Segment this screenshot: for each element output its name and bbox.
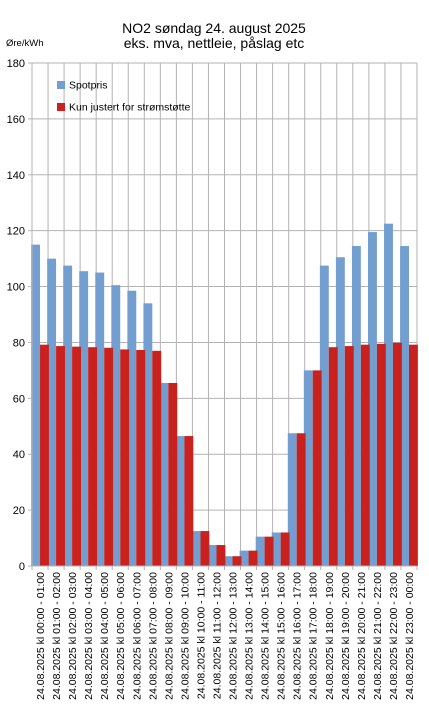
x-category-label: 24.08.2025 kl 04:00 - 05:00	[99, 572, 111, 700]
x-category-label: 24.08.2025 kl 03:00 - 04:00	[83, 572, 95, 700]
bar-series-1-19	[335, 257, 345, 566]
bar-series-1-7	[143, 303, 153, 566]
bar-series-1-16	[287, 433, 297, 566]
bar-series-2-22	[392, 342, 402, 566]
bar-series-2-23	[408, 344, 418, 566]
bar-series-1-6	[127, 290, 137, 566]
y-tick-label: 120	[7, 226, 25, 238]
bar-series-2-21	[376, 343, 386, 566]
x-category-label: 24.08.2025 kl 01:00 - 02:00	[51, 572, 63, 700]
bar-series-1-22	[384, 223, 393, 567]
axes	[28, 62, 418, 570]
bar-series-1-15	[271, 532, 281, 566]
x-category-label: 24.08.2025 kl 17:00 - 18:00	[308, 572, 320, 700]
x-category-label: 24.08.2025 kl 22:00 - 23:00	[388, 572, 400, 700]
bar-series-2-3	[88, 347, 98, 566]
bar-series-2-5	[120, 349, 130, 566]
legend: Spotpris Kun justert for strømstøtte	[57, 80, 191, 114]
y-tick-label: 0	[19, 561, 25, 573]
bars	[31, 223, 418, 567]
bar-series-1-20	[351, 246, 361, 566]
bar-series-1-3	[79, 271, 89, 566]
y-tick-label: 60	[13, 393, 25, 405]
bar-series-2-10	[200, 531, 210, 566]
x-category-label: 24.08.2025 kl 06:00 - 07:00	[131, 572, 143, 700]
legend-label-1: Spotpris	[69, 80, 108, 92]
bar-series-2-11	[216, 545, 226, 566]
bar-series-1-10	[191, 531, 201, 566]
x-category-label: 24.08.2025 kl 00:00 - 01:00	[35, 572, 47, 700]
x-category-label: 24.08.2025 kl 09:00 - 10:00	[179, 572, 191, 700]
x-category-label: 24.08.2025 kl 02:00 - 03:00	[67, 572, 79, 700]
bar-series-1-21	[367, 232, 377, 566]
bar-series-2-18	[328, 347, 338, 566]
x-category-label: 24.08.2025 kl 11:00 - 12:00	[211, 572, 223, 699]
bar-series-1-23	[400, 246, 409, 566]
bar-series-2-9	[184, 436, 194, 566]
x-category-label: 24.08.2025 kl 13:00 - 14:00	[244, 572, 256, 700]
y-tick-label: 100	[7, 282, 25, 294]
bar-series-2-12	[232, 556, 242, 566]
y-tick-label: 160	[7, 114, 25, 126]
bar-series-1-0	[31, 244, 41, 566]
x-category-label: 24.08.2025 kl 07:00 - 08:00	[147, 572, 159, 700]
bar-series-2-1	[56, 346, 65, 566]
bar-series-2-7	[152, 350, 162, 566]
x-category-label: 24.08.2025 kl 08:00 - 09:00	[163, 572, 175, 700]
bar-series-2-0	[40, 344, 49, 566]
bar-series-1-1	[47, 258, 57, 566]
y-axis-unit-label: Øre/kWh	[6, 38, 43, 49]
x-category-label: 24.08.2025 kl 21:00 - 22:00	[372, 572, 384, 700]
bar-series-2-17	[312, 370, 322, 566]
chart-title: NO2 søndag 24. august 2025 eks. mva, net…	[122, 20, 306, 51]
x-category-label: 24.08.2025 kl 10:00 - 11:00	[195, 572, 207, 699]
bar-series-1-5	[111, 285, 121, 566]
bar-series-1-13	[239, 550, 249, 566]
bar-series-1-17	[303, 370, 313, 566]
bar-series-1-11	[207, 545, 217, 566]
bar-series-1-4	[95, 272, 105, 566]
bar-series-2-14	[264, 536, 274, 566]
bar-series-1-2	[63, 265, 73, 566]
x-axis-labels: 24.08.2025 kl 00:00 - 01:00 24.08.2025 kl…	[35, 572, 416, 700]
bar-series-2-20	[360, 344, 370, 566]
legend-swatch-1	[57, 81, 65, 89]
bar-series-2-13	[248, 550, 258, 566]
y-axis-ticks: 0 20 40 60 80 100 120 140 160 180	[7, 58, 25, 573]
bar-series-2-6	[136, 349, 146, 566]
x-category-label: 24.08.2025 kl 18:00 - 19:00	[324, 572, 336, 700]
bar-series-2-16	[296, 433, 306, 566]
bar-series-2-4	[104, 347, 114, 566]
x-category-label: 24.08.2025 kl 12:00 - 13:00	[228, 572, 240, 700]
bar-series-2-8	[168, 382, 178, 566]
y-tick-label: 140	[7, 170, 25, 182]
bar-series-1-9	[175, 436, 185, 566]
x-category-label: 24.08.2025 kl 15:00 - 16:00	[276, 572, 288, 700]
legend-label-2: Kun justert for strømstøtte	[69, 102, 191, 114]
bar-series-1-18	[319, 265, 329, 566]
chart-title-line-1: NO2 søndag 24. august 2025	[122, 20, 306, 36]
x-category-label: 24.08.2025 kl 14:00 - 15:00	[260, 572, 272, 700]
bar-series-1-8	[159, 382, 169, 566]
y-tick-label: 40	[13, 449, 25, 461]
x-category-label: 24.08.2025 kl 16:00 - 17:00	[292, 572, 304, 700]
x-category-label: 24.08.2025 kl 23:00 - 00:00	[404, 572, 416, 700]
bar-series-2-19	[344, 346, 354, 566]
y-tick-label: 20	[13, 505, 25, 517]
bar-series-1-12	[223, 556, 233, 566]
y-tick-label: 80	[13, 337, 25, 349]
legend-swatch-2	[57, 103, 65, 111]
y-tick-label: 180	[7, 58, 25, 70]
x-category-label: 24.08.2025 kl 05:00 - 06:00	[115, 572, 127, 700]
x-category-label: 24.08.2025 kl 20:00 - 21:00	[356, 572, 368, 700]
chart-title-line-2: eks. mva, nettleie, påslag etc	[124, 35, 305, 51]
bar-series-2-15	[280, 532, 290, 566]
bar-series-1-14	[255, 536, 265, 566]
x-category-label: 24.08.2025 kl 19:00 - 20:00	[340, 572, 352, 700]
bar-series-2-2	[72, 346, 82, 566]
